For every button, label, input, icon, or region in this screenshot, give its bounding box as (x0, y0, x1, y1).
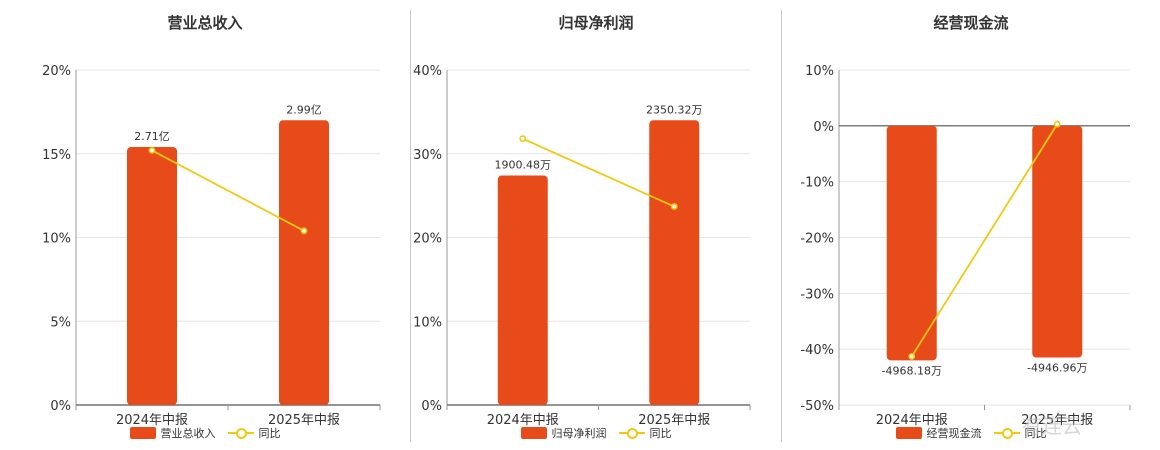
y-tick-label: -40% (800, 343, 834, 358)
legend-item-bar[interactable]: 营业总收入 (129, 425, 216, 441)
chart-title: 营业总收入 (167, 14, 243, 32)
bar-value-label: 1900.48万 (495, 159, 552, 172)
line-point (148, 146, 156, 154)
y-tick-label: 20% (413, 232, 442, 247)
legend-bar-swatch (895, 427, 922, 439)
chart-panel-net-profit: 归母净利润 0% 10% 20% 30% 40% 2024年中报 2025年中报 1900.4… (411, 0, 781, 450)
legend: 经营现金流 同比 (782, 425, 1160, 441)
y-tick-label: 0% (813, 120, 834, 135)
legend-item-bar[interactable]: 归母净利润 (520, 425, 607, 441)
legend: 归母净利润 同比 (411, 425, 781, 441)
line-point (670, 203, 678, 210)
chart-panel-revenue: 营业总收入 0% 5% 10% 15% 20% 2024年中报 2025年中报 2.71亿 2.… (0, 0, 410, 450)
chart-svg: 0% 10% 20% 30% 40% 2024年中报 2025年中报 1900.48万 2350… (413, 64, 751, 428)
bar (1032, 125, 1083, 358)
chart-panel-cash-flow: 经营现金流 -50% -40% -30% -20% -10% 0% 10% 2024年中报 20… (782, 0, 1160, 450)
x-tick-label: 2025年中报 (268, 413, 340, 428)
legend-bar-label: 归母净利润 (551, 427, 607, 440)
x-tick-label: 2025年中报 (638, 413, 710, 428)
y-tick-label: 10% (805, 64, 834, 79)
y-tick-label: -10% (800, 176, 834, 191)
panel-divider (781, 10, 782, 442)
y-tick-label: 40% (413, 64, 442, 79)
y-tick-label: 5% (50, 315, 71, 330)
y-tick-label: -20% (800, 232, 834, 247)
bar-value-label: 2350.32万 (646, 103, 703, 116)
chart-svg: 0% 5% 10% 15% 20% 2024年中报 2025年中报 2.71亿 2.99亿 (42, 64, 381, 428)
watermark-text: 有连云 (1022, 414, 1082, 438)
legend-line-label: 同比 (649, 427, 672, 440)
legend-bar-swatch (129, 427, 156, 439)
y-tick-label: -50% (800, 399, 834, 414)
legend-item-line[interactable]: 同比 (993, 425, 1047, 441)
legend-item-bar[interactable]: 经营现金流 (895, 425, 982, 441)
chart-svg: -50% -40% -30% -20% -10% 0% 10% 2024年中报 2025年中报 -… (800, 64, 1131, 428)
bar (497, 175, 548, 405)
chart-title: 经营现金流 (933, 14, 1009, 32)
bar-value-label: 2.99亿 (286, 103, 322, 116)
bar (886, 125, 937, 361)
x-tick-label: 2024年中报 (876, 413, 948, 428)
y-tick-label: 30% (413, 148, 442, 163)
line-point (519, 135, 527, 143)
y-tick-label: 0% (50, 399, 71, 414)
line-series (151, 149, 305, 232)
legend-item-line[interactable]: 同比 (618, 425, 672, 441)
x-tick-label: 2024年中报 (487, 413, 559, 428)
legend: 营业总收入 同比 (0, 425, 410, 441)
y-tick-label: 15% (42, 148, 71, 163)
bar-value-label: 2.71亿 (134, 130, 170, 143)
bar (649, 120, 700, 405)
legend-bar-swatch (520, 427, 547, 439)
line-series (522, 137, 675, 208)
bar-value-label: -4968.18万 (882, 364, 942, 377)
x-tick-label: 2024年中报 (116, 413, 188, 428)
bar (279, 120, 329, 405)
y-tick-label: 10% (413, 315, 442, 330)
legend-line-label: 同比 (1024, 427, 1047, 440)
x-tick-label: 2025年中报 (1021, 413, 1093, 428)
line-point (1053, 120, 1061, 128)
line-point (300, 227, 308, 235)
legend-bar-label: 经营现金流 (926, 427, 982, 440)
y-tick-label: 10% (42, 232, 71, 247)
line-point (908, 353, 916, 360)
legend-line-label: 同比 (258, 427, 281, 440)
legend-item-line[interactable]: 同比 (227, 425, 281, 441)
bar (127, 147, 177, 406)
bar-value-label: -4946.96万 (1027, 362, 1087, 375)
legend-bar-label: 营业总收入 (160, 427, 216, 440)
legend-line-swatch (618, 427, 645, 439)
line-series (910, 123, 1059, 357)
y-tick-label: -30% (800, 287, 834, 302)
legend-line-swatch (993, 427, 1020, 439)
y-tick-label: 0% (421, 399, 442, 414)
chart-title: 归母净利润 (558, 14, 634, 32)
panel-divider (410, 10, 411, 442)
legend-line-swatch (227, 427, 254, 439)
y-tick-label: 20% (42, 64, 71, 79)
